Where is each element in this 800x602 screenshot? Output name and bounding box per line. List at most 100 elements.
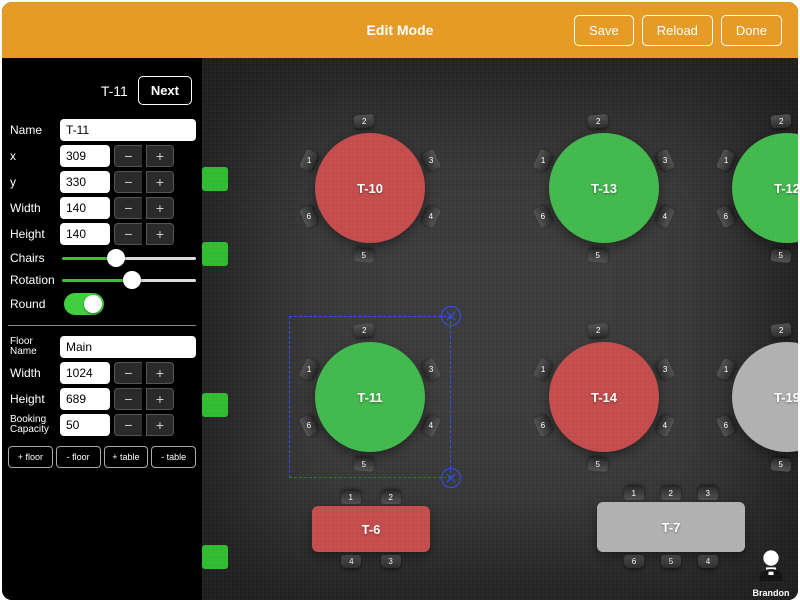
chairs-label: Chairs [8,251,56,265]
floor-height-inc-button[interactable]: + [146,388,174,410]
selection-handle-ne[interactable] [441,306,461,326]
chair: 2 [771,323,792,338]
floor-height-dec-button[interactable]: − [114,388,142,410]
table-t-6[interactable]: 1423T-6 [312,506,430,552]
selection-box[interactable] [289,316,451,478]
user-name: Brandon [748,588,794,598]
chair: 6 [533,205,553,229]
table-t-13[interactable]: 612345T-13 [549,133,659,243]
chair: 4 [421,205,441,229]
name-input[interactable] [60,119,196,141]
chair: 6 [533,414,553,438]
chair: 3 [381,555,401,568]
chair: 1 [716,148,736,172]
x-dec-button[interactable]: − [114,145,142,167]
chair: 5 [588,248,609,263]
reload-button[interactable]: Reload [642,15,713,46]
table-label: T-14 [549,342,659,452]
header-bar: Edit Mode Save Reload Done [2,2,798,58]
table-t-14[interactable]: 612345T-14 [549,342,659,452]
chair: 5 [354,248,375,263]
floor-width-input[interactable] [60,362,110,384]
floor-width-inc-button[interactable]: + [146,362,174,384]
sidebar: T-11 Next Name x − + y − + Width − + Hei… [2,58,202,600]
y-inc-button[interactable]: + [146,171,174,193]
chair: 1 [716,357,736,381]
y-dec-button[interactable]: − [114,171,142,193]
y-label: y [8,175,56,189]
table-t-10[interactable]: 612345T-10 [315,133,425,243]
chair: 4 [698,555,718,568]
chair: 2 [588,323,609,338]
floor-height-label: Height [8,392,56,406]
chair: 3 [655,148,675,172]
add-table-button[interactable]: + table [104,446,149,468]
table-t-19[interactable]: 612345T-19 [732,342,798,452]
chair: 3 [421,148,441,172]
done-button[interactable]: Done [721,15,782,46]
table-label: T-19 [732,342,798,452]
floor-width-label: Width [8,366,56,380]
floor-side-tab-1[interactable] [202,242,228,266]
add-floor-button[interactable]: + floor [8,446,53,468]
height-dec-button[interactable]: − [114,223,142,245]
capacity-input[interactable] [60,414,110,436]
width-label: Width [8,201,56,215]
floor-side-tab-2[interactable] [202,393,228,417]
floor-side-tab-3[interactable] [202,545,228,569]
width-input[interactable] [60,197,110,219]
user-badge[interactable]: Brandon [748,547,794,598]
chair: 4 [341,555,361,568]
x-label: x [8,149,56,163]
table-label: T-13 [549,133,659,243]
height-inc-button[interactable]: + [146,223,174,245]
table-label: T-7 [597,502,745,552]
chair: 2 [771,114,792,129]
chair: 5 [588,457,609,472]
chairs-slider[interactable] [62,249,196,267]
y-input[interactable] [60,171,110,193]
chair: 1 [533,148,553,172]
divider [8,325,196,326]
round-label: Round [8,297,56,311]
chair: 6 [624,555,644,568]
table-label: T-12 [732,133,798,243]
floor-name-input[interactable] [60,336,196,358]
x-input[interactable] [60,145,110,167]
chair: 6 [716,414,736,438]
next-button[interactable]: Next [138,76,192,105]
del-floor-button[interactable]: - floor [56,446,101,468]
save-button[interactable]: Save [574,15,634,46]
name-label: Name [8,123,56,137]
chair: 1 [624,487,644,500]
capacity-label: BookingCapacity [8,415,56,436]
floor-canvas[interactable]: Brandon 612345T-10612345T-13612345T-1261… [202,58,798,600]
width-dec-button[interactable]: − [114,197,142,219]
chair: 2 [381,491,401,504]
chair: 2 [661,487,681,500]
capacity-inc-button[interactable]: + [146,414,174,436]
width-inc-button[interactable]: + [146,197,174,219]
floor-width-dec-button[interactable]: − [114,362,142,384]
chair: 6 [716,205,736,229]
capacity-dec-button[interactable]: − [114,414,142,436]
table-label: T-6 [312,506,430,552]
floor-side-tab-0[interactable] [202,167,228,191]
floor-name-label: Floor Name [8,337,56,358]
selection-handle-se[interactable] [441,468,461,488]
round-toggle[interactable] [64,293,104,315]
del-table-button[interactable]: - table [151,446,196,468]
table-t-7[interactable]: 162534T-7 [597,502,745,552]
x-inc-button[interactable]: + [146,145,174,167]
rotation-slider[interactable] [62,271,196,289]
chair: 4 [655,414,675,438]
height-label: Height [8,227,56,241]
chair: 5 [771,248,792,263]
table-t-12[interactable]: 612345T-12 [732,133,798,243]
floor-height-input[interactable] [60,388,110,410]
height-input[interactable] [60,223,110,245]
user-icon [754,547,788,581]
chair: 5 [661,555,681,568]
chair: 5 [771,457,792,472]
selected-table-label: T-11 [101,83,128,99]
